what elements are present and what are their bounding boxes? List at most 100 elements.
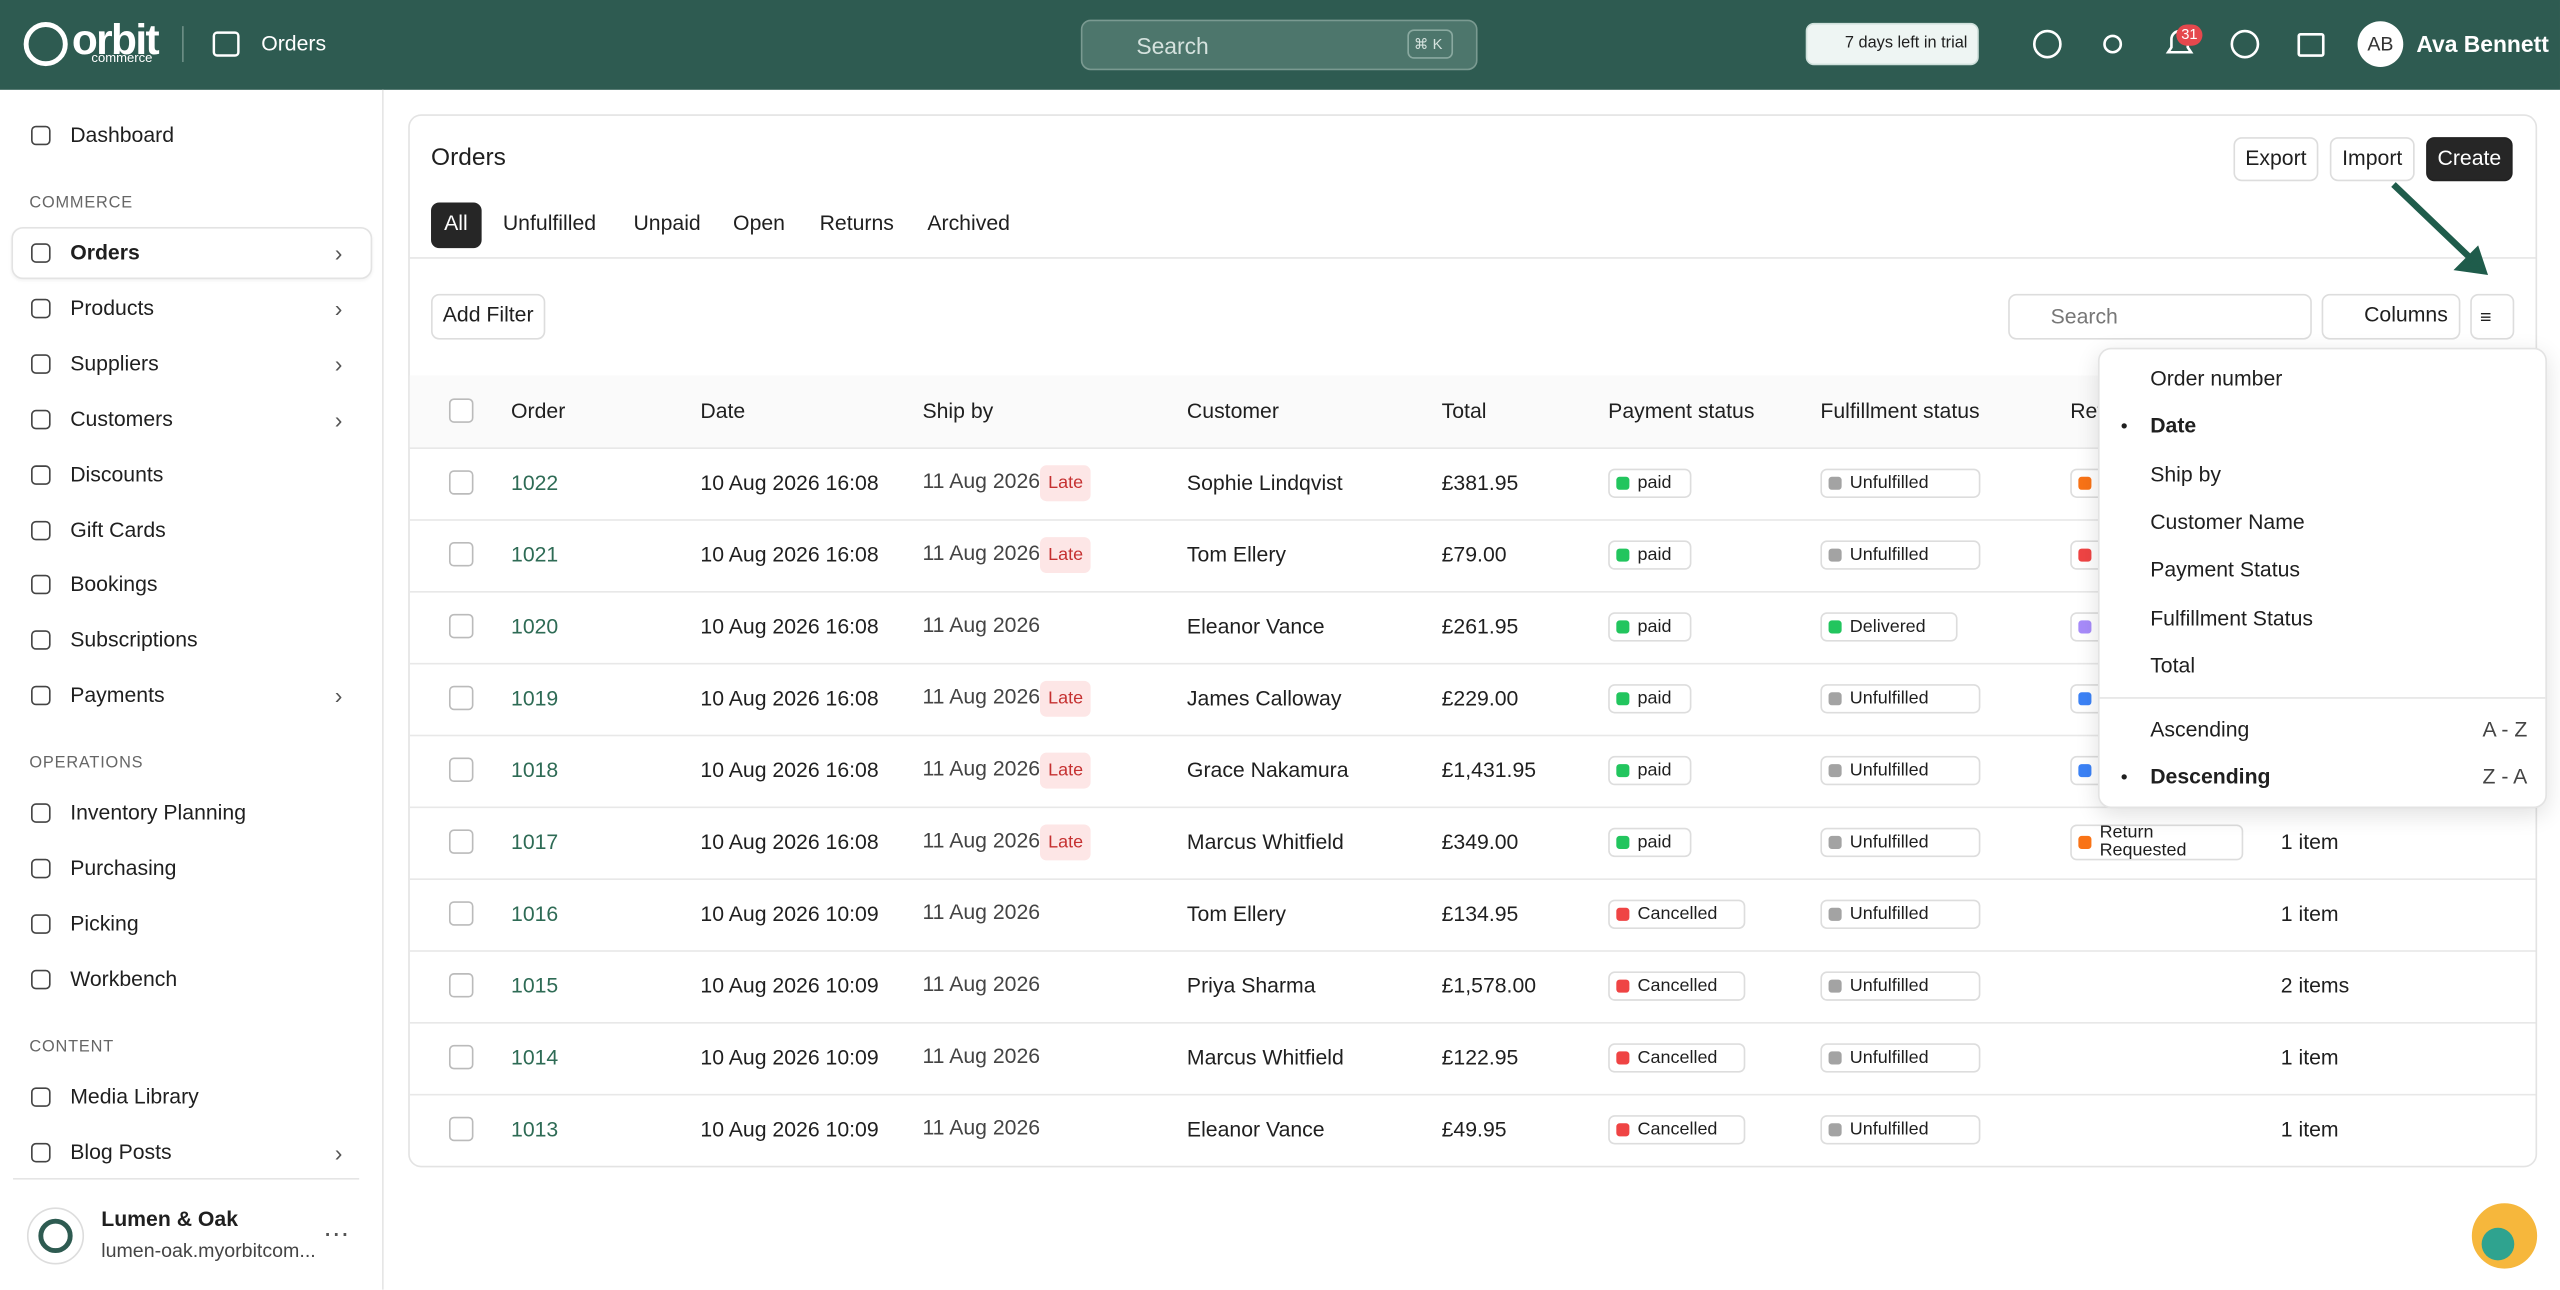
- nav-item[interactable]: Workbench: [70, 966, 178, 991]
- row-checkbox[interactable]: [448, 757, 474, 783]
- status-dot: [1616, 692, 1630, 706]
- status-dot: [1828, 476, 1842, 490]
- item-count: 1 item: [2280, 829, 2339, 854]
- sort-direction[interactable]: Ascending: [2150, 716, 2250, 742]
- status-dot: [1828, 1123, 1842, 1137]
- sort-field[interactable]: Customer Name: [2150, 509, 2305, 534]
- action-label: Import: [2342, 145, 2403, 170]
- columns-button[interactable]: [2321, 293, 2461, 340]
- tab[interactable]: All: [444, 210, 468, 236]
- order-date: 10 Aug 2026 16:08: [700, 757, 879, 783]
- status-dot: [1616, 907, 1630, 921]
- nav-chevron: ›: [334, 682, 343, 709]
- sort-field[interactable]: Payment Status: [2150, 557, 2301, 582]
- ship-by: 11 Aug 2026: [922, 1115, 1041, 1140]
- avatar-circle[interactable]: [2357, 21, 2404, 67]
- order-link[interactable]: 1021: [511, 542, 559, 567]
- tab[interactable]: Open: [733, 210, 785, 236]
- row-checkbox[interactable]: [448, 613, 474, 639]
- row-checkbox[interactable]: [448, 973, 474, 998]
- add-filter[interactable]: [431, 293, 546, 340]
- tab[interactable]: Archived: [927, 210, 1010, 236]
- status-dot: [1828, 907, 1842, 921]
- late-text: Late: [1048, 545, 1084, 565]
- tab[interactable]: Unfulfilled: [502, 210, 597, 236]
- row-checkbox[interactable]: [448, 542, 474, 567]
- sort-field[interactable]: Ship by: [2150, 461, 2222, 486]
- status-badge: [1820, 755, 1980, 786]
- nav-item[interactable]: Suppliers: [70, 350, 159, 376]
- nav-item[interactable]: Customers: [70, 406, 173, 431]
- status-badge: [2070, 824, 2244, 861]
- order-link[interactable]: 1018: [511, 757, 559, 783]
- status-text: paid: [1637, 473, 1672, 494]
- ship-by: 11 Aug 2026: [922, 899, 1041, 925]
- row-checkbox[interactable]: [448, 685, 474, 711]
- nav-item[interactable]: Blog Posts: [70, 1139, 172, 1164]
- nav-icon: [31, 464, 51, 485]
- row-checkbox[interactable]: [448, 901, 474, 926]
- sort-button[interactable]: [2470, 293, 2515, 340]
- action-button[interactable]: [2426, 137, 2513, 182]
- sort-field[interactable]: Total: [2150, 652, 2196, 678]
- store-icon[interactable]: [2297, 32, 2325, 57]
- sort-field[interactable]: Date: [2150, 413, 2197, 439]
- user-name[interactable]: Ava Bennett: [2416, 31, 2549, 58]
- search-box[interactable]: [1080, 19, 1478, 71]
- row-checkbox[interactable]: [448, 829, 474, 854]
- add-filter-label: Add Filter: [442, 302, 534, 327]
- nav-item[interactable]: Products: [70, 295, 154, 320]
- status-dot: [1616, 835, 1630, 849]
- order-link[interactable]: 1017: [511, 829, 559, 854]
- order-link[interactable]: 1019: [511, 685, 559, 711]
- nav-item[interactable]: Dashboard: [70, 122, 175, 147]
- customer: Eleanor Vance: [1186, 613, 1325, 639]
- help-icon[interactable]: [2032, 29, 2062, 59]
- header-checkbox[interactable]: [448, 398, 474, 423]
- action-button[interactable]: [2233, 137, 2319, 182]
- table-search[interactable]: [2008, 293, 2312, 340]
- nav-item[interactable]: Picking: [70, 911, 139, 936]
- nav-item[interactable]: Gift Cards: [70, 516, 166, 542]
- order-link[interactable]: 1015: [511, 973, 559, 998]
- selected-bullet: •: [2120, 415, 2128, 439]
- customer: Marcus Whitfield: [1186, 829, 1344, 854]
- page-name[interactable]: Orders: [261, 31, 327, 56]
- nav-item[interactable]: Orders: [70, 239, 140, 265]
- nav-item[interactable]: Subscriptions: [70, 627, 198, 652]
- avatar-initials[interactable]: AB: [2367, 32, 2394, 56]
- theme-icon[interactable]: [2103, 34, 2123, 54]
- nav-item[interactable]: Media Library: [70, 1083, 199, 1109]
- total: £79.00: [1441, 542, 1507, 567]
- order-link[interactable]: 1016: [511, 901, 559, 926]
- tab[interactable]: Unpaid: [633, 210, 701, 236]
- status-text: Cancelled: [1637, 1119, 1718, 1140]
- row-checkbox[interactable]: [448, 470, 474, 495]
- row-checkbox[interactable]: [448, 1044, 474, 1070]
- order-link[interactable]: 1020: [511, 613, 559, 639]
- order-link[interactable]: 1014: [511, 1044, 559, 1070]
- status-badge: [1608, 899, 1746, 929]
- nav-item[interactable]: Bookings: [70, 572, 158, 597]
- status-dot: [1828, 764, 1842, 778]
- sort-field[interactable]: Fulfillment Status: [2150, 604, 2313, 630]
- tab[interactable]: Returns: [819, 210, 894, 236]
- support-icon[interactable]: [2230, 29, 2260, 59]
- sort-field[interactable]: Order number: [2150, 365, 2283, 391]
- store-menu[interactable]: ⋯: [323, 1218, 349, 1248]
- notification-count: 31: [2181, 26, 2198, 43]
- nav-item[interactable]: Purchasing: [70, 855, 177, 881]
- nav-item[interactable]: Discounts: [70, 461, 164, 486]
- nav-item[interactable]: Inventory Planning: [70, 800, 247, 825]
- order-link[interactable]: 1013: [511, 1116, 559, 1142]
- store-logo[interactable]: [26, 1207, 85, 1265]
- nav-item[interactable]: Payments: [70, 682, 165, 708]
- action-button[interactable]: [2329, 137, 2415, 182]
- sidebar-toggle[interactable]: [212, 31, 240, 57]
- row-checkbox[interactable]: [448, 1116, 474, 1142]
- store-name[interactable]: Lumen & Oak: [101, 1206, 239, 1232]
- sort-direction[interactable]: Descending: [2150, 764, 2271, 789]
- order-link[interactable]: 1022: [511, 470, 559, 495]
- status-dot: [1616, 764, 1630, 778]
